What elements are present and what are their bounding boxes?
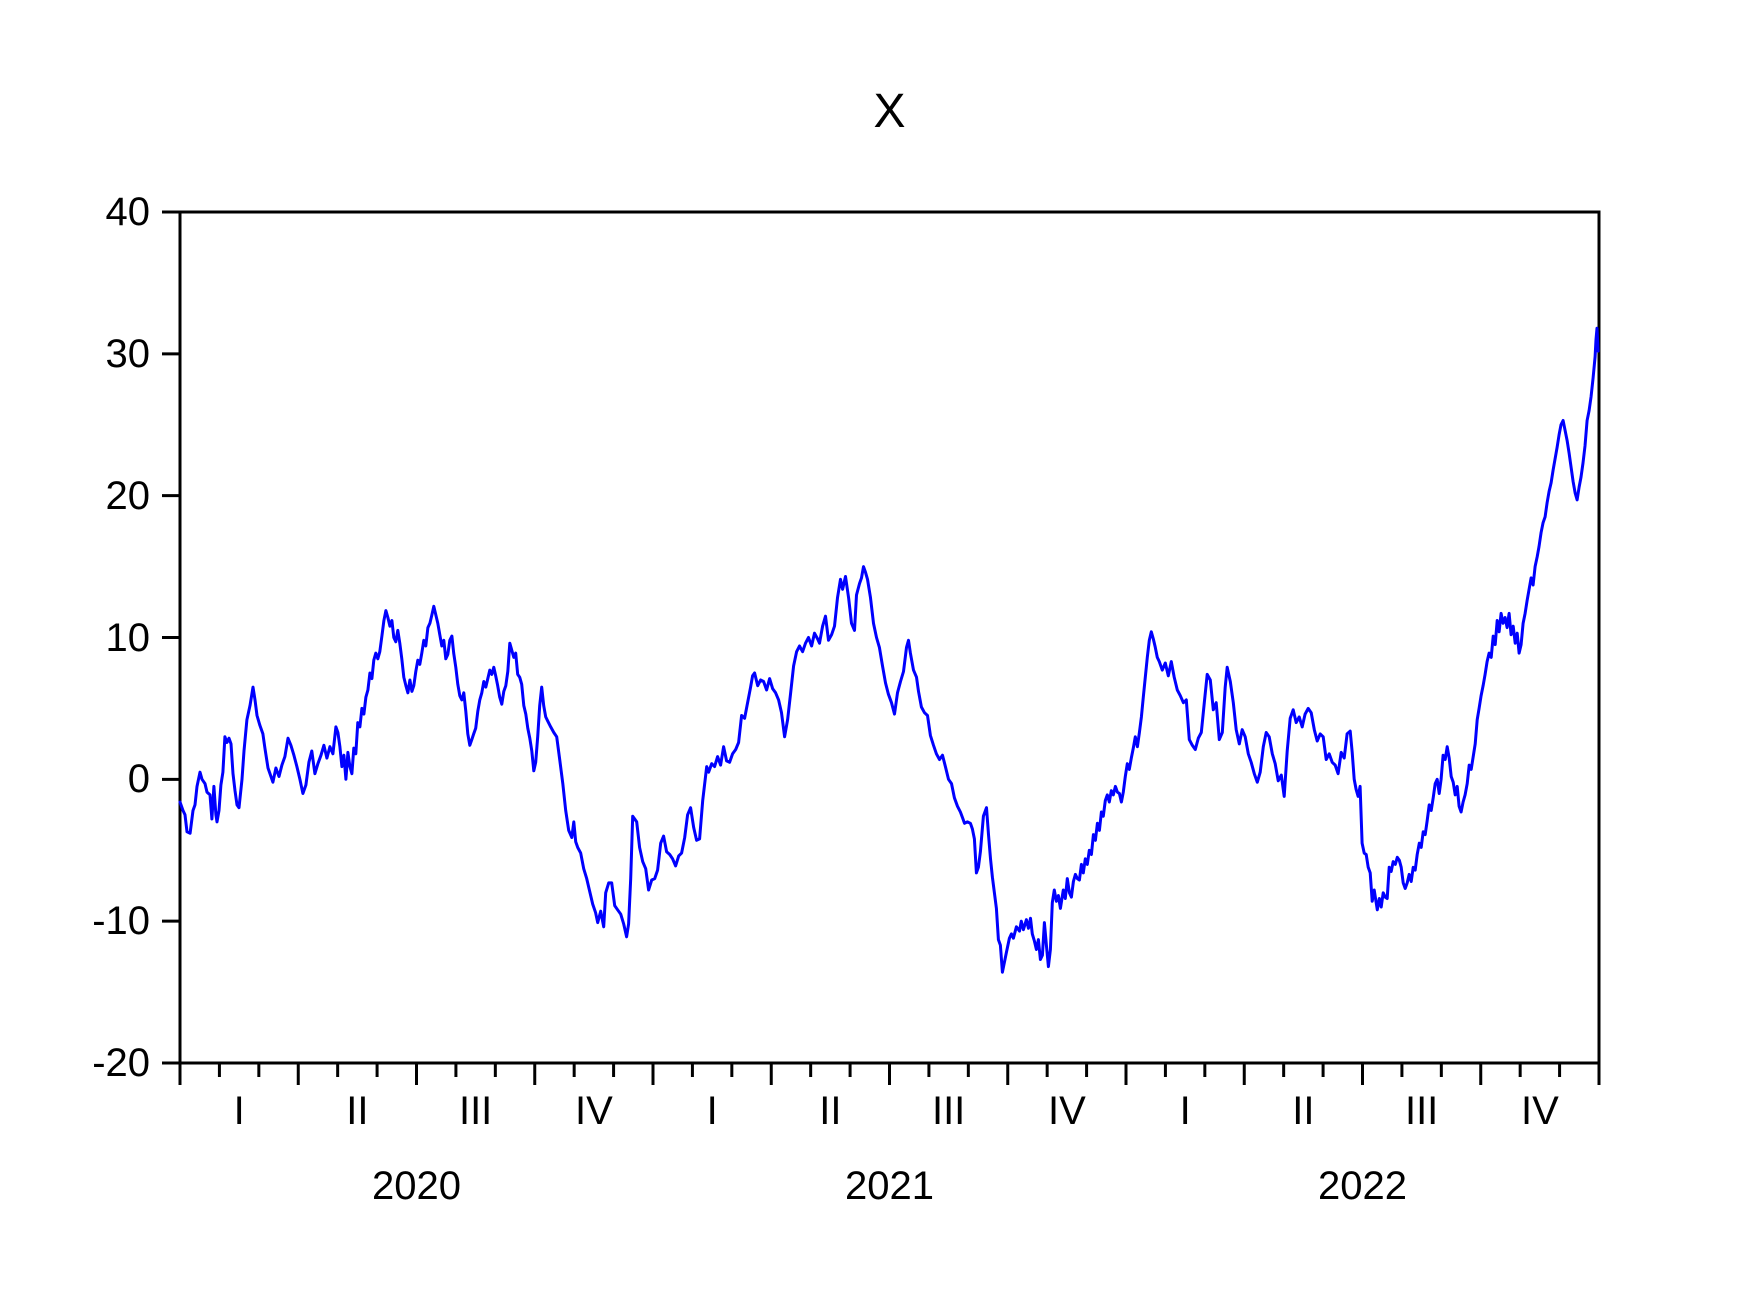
- series-line-x: [178, 326, 1600, 974]
- x-axis-quarter-label: I: [706, 1089, 718, 1133]
- y-axis-label: 20: [105, 473, 151, 518]
- x-axis-quarter-label: III: [931, 1089, 966, 1133]
- y-axis-label: 40: [105, 190, 151, 234]
- y-axis-label: 10: [105, 615, 151, 660]
- x-axis-quarter-label: II: [1292, 1089, 1315, 1133]
- x-axis-quarter-label: I: [233, 1089, 245, 1133]
- x-axis-quarter-label: I: [1179, 1089, 1191, 1133]
- x-axis-quarter-label: II: [346, 1089, 369, 1133]
- y-axis-label: 0: [127, 757, 150, 802]
- x-axis-year-label: 2020: [372, 1164, 461, 1208]
- x-axis-quarter-label: IV: [1047, 1089, 1086, 1133]
- x-axis-quarter-label: IV: [1520, 1089, 1559, 1133]
- x-axis-year-label: 2021: [845, 1164, 934, 1208]
- y-axis-label: -20: [92, 1041, 150, 1085]
- y-axis-label: -10: [92, 899, 150, 944]
- x-axis-quarter-label: III: [458, 1089, 493, 1133]
- x-axis-quarter-label: IV: [574, 1089, 613, 1133]
- chart-title: X: [873, 85, 906, 138]
- x-axis-year-label: 2022: [1318, 1164, 1407, 1208]
- x-axis-quarter-label: II: [819, 1089, 842, 1133]
- x-axis-quarter-label: III: [1404, 1089, 1439, 1133]
- y-axis-label: 30: [105, 331, 151, 376]
